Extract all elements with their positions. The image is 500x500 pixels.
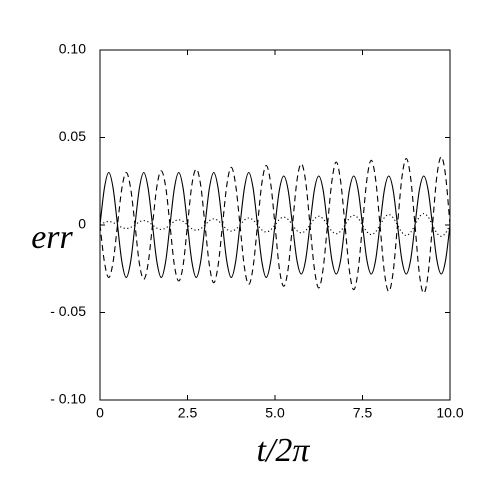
y-tick-label: 0 (78, 216, 86, 232)
series-line (99, 156, 451, 294)
x-tick-label: 10.0 (436, 405, 463, 421)
y-axis-label: err (31, 219, 73, 256)
x-tick-label: 0 (96, 405, 104, 421)
x-tick-label: 7.5 (353, 405, 373, 421)
y-tick-label: 0.10 (59, 41, 86, 57)
x-tick-label: 2.5 (178, 405, 198, 421)
y-tick-label: - 0.05 (50, 303, 86, 319)
y-tick-label: - 0.10 (50, 391, 86, 407)
x-tick-label: 5.0 (265, 405, 285, 421)
y-tick-label: 0.05 (59, 128, 86, 144)
x-axis-label: t/2π (257, 432, 311, 469)
